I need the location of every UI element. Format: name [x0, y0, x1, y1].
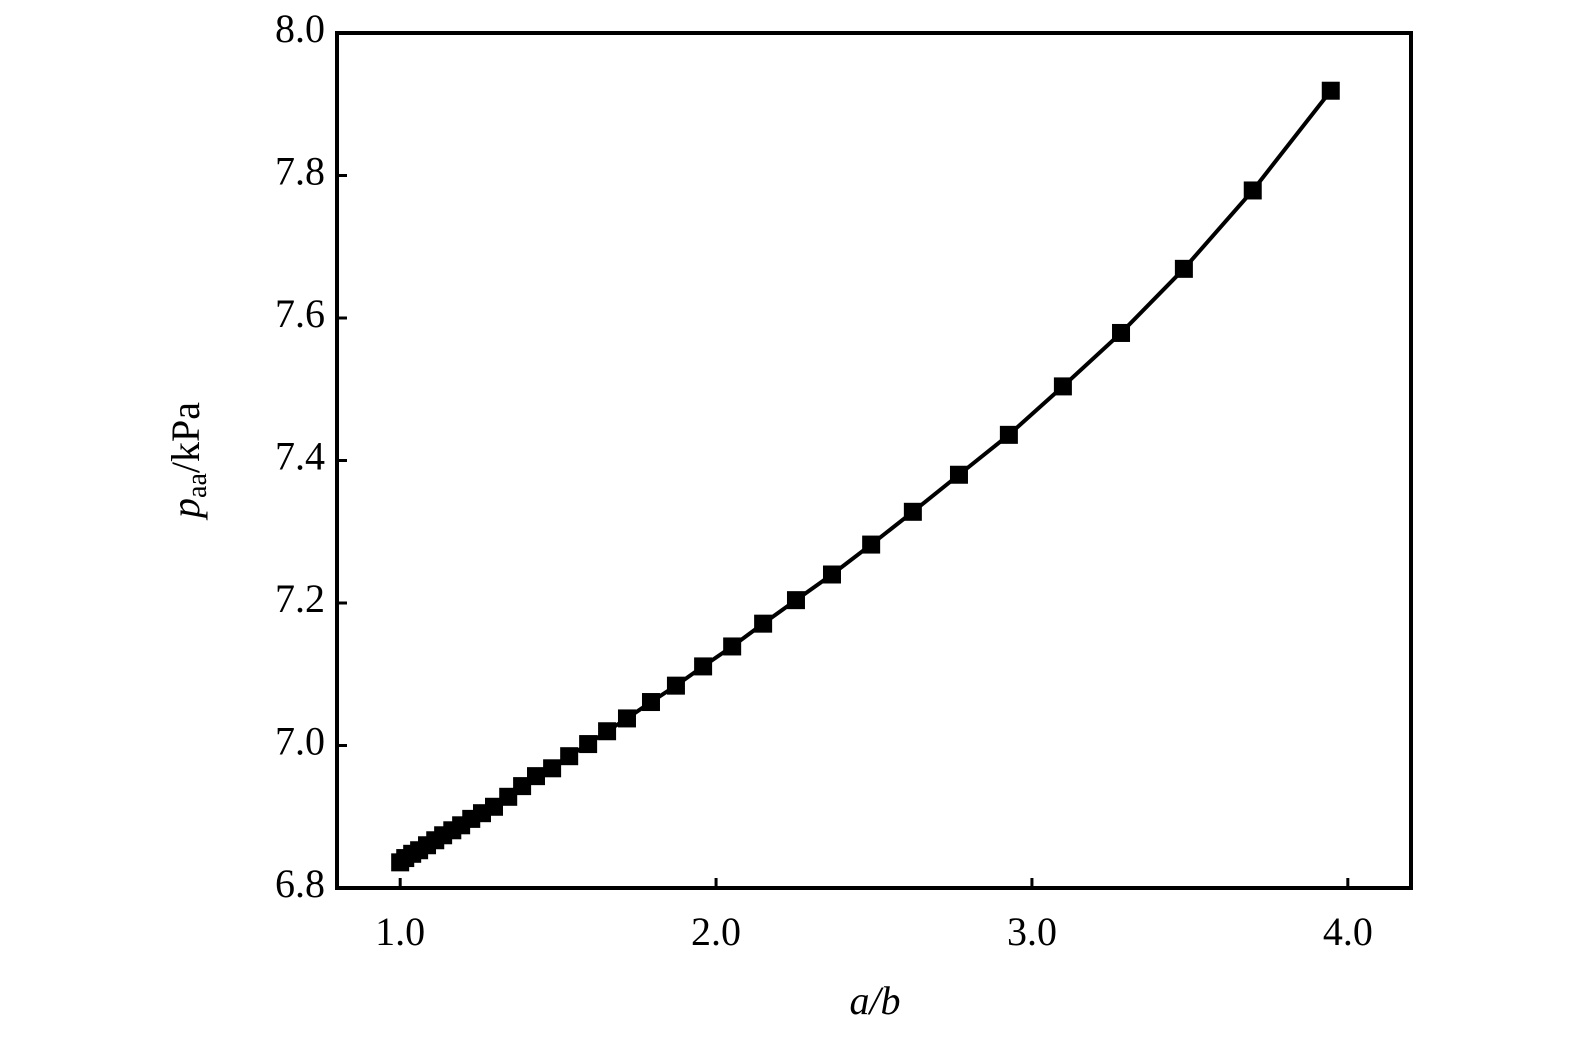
- y-label-unit: /kPa: [163, 402, 208, 473]
- y-tick-label: 7.2: [275, 576, 325, 621]
- x-tick-label: 4.0: [1323, 909, 1373, 954]
- data-marker: [527, 767, 546, 786]
- y-tick-label: 6.8: [275, 861, 325, 906]
- data-marker: [694, 657, 713, 676]
- y-tick-label: 7.4: [275, 434, 325, 479]
- data-marker: [617, 709, 636, 728]
- y-tick-label: 7.0: [275, 719, 325, 764]
- y-label-subscript: aa: [182, 473, 213, 498]
- x-axis-label: a/b: [849, 978, 900, 1023]
- data-marker: [513, 777, 532, 796]
- data-marker: [786, 591, 805, 610]
- y-tick-label: 7.6: [275, 291, 325, 336]
- data-marker: [598, 722, 617, 741]
- data-marker: [484, 797, 503, 816]
- data-marker: [1321, 81, 1340, 100]
- y-tick-label: 7.8: [275, 149, 325, 194]
- data-marker: [543, 759, 562, 778]
- data-marker: [862, 535, 881, 554]
- plot-frame: [335, 31, 1413, 890]
- y-label-symbol: p: [163, 498, 208, 521]
- data-marker: [1174, 259, 1193, 278]
- data-marker: [949, 465, 968, 484]
- x-tick-label: 2.0: [691, 909, 741, 954]
- data-marker: [1053, 377, 1072, 396]
- data-marker: [499, 787, 518, 806]
- data-marker: [822, 565, 841, 584]
- data-marker: [641, 693, 660, 712]
- x-tick-label: 3.0: [1007, 909, 1057, 954]
- y-tick-label: 8.0: [275, 6, 325, 51]
- data-marker: [579, 735, 598, 754]
- data-line: [398, 89, 1333, 864]
- data-marker: [666, 676, 685, 695]
- data-marker: [560, 747, 579, 766]
- data-marker: [1112, 323, 1131, 342]
- data-marker: [723, 637, 742, 656]
- data-marker: [1243, 181, 1262, 200]
- x-tick-label: 1.0: [375, 909, 425, 954]
- data-marker: [754, 614, 773, 633]
- y-axis-label: paa/kPa: [163, 402, 213, 521]
- data-marker: [903, 502, 922, 521]
- data-marker: [999, 425, 1018, 444]
